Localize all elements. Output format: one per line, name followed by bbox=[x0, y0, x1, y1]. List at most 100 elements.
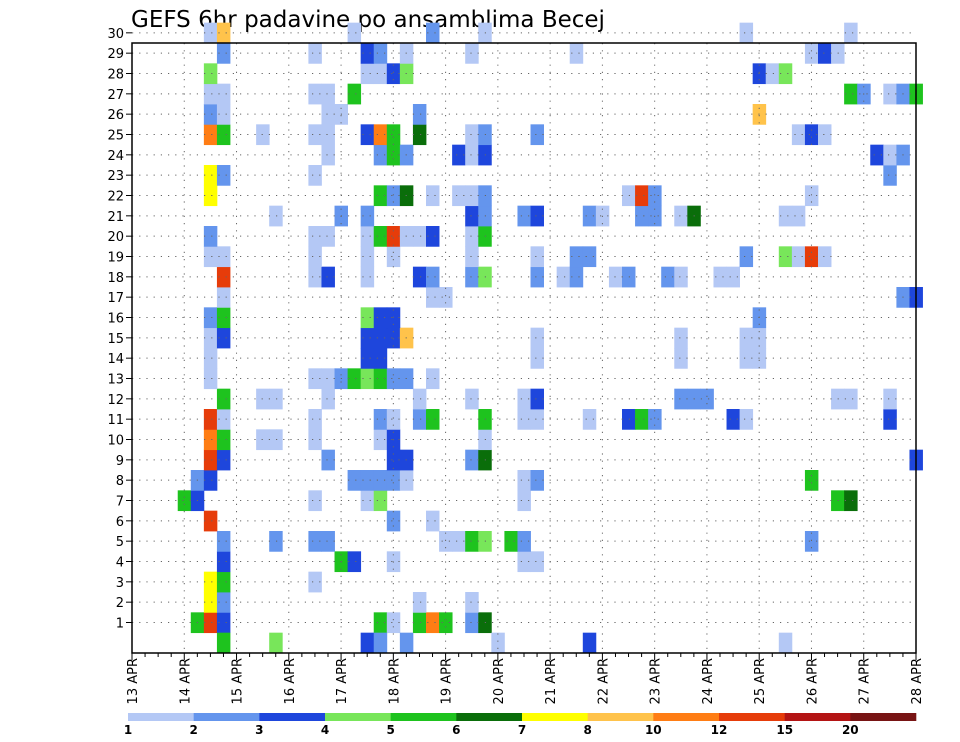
heatmap-cell bbox=[203, 510, 218, 532]
x-tick-label: 27 APR bbox=[858, 658, 873, 704]
heatmap-cell bbox=[517, 409, 531, 430]
heatmap-cell bbox=[203, 22, 218, 44]
heatmap-cell bbox=[216, 327, 231, 349]
heatmap-cell bbox=[216, 246, 231, 268]
x-tick-label: 18 APR bbox=[387, 658, 402, 704]
y-tick-label: 30 bbox=[107, 27, 124, 42]
heatmap-cell bbox=[726, 266, 740, 288]
heatmap-cell bbox=[386, 63, 401, 85]
heatmap-cell bbox=[439, 531, 453, 552]
heatmap-cell bbox=[465, 388, 479, 410]
heatmap-cell bbox=[216, 266, 231, 288]
heatmap-cell bbox=[713, 266, 727, 288]
y-tick-label: 27 bbox=[107, 88, 124, 103]
x-tick-label: 14 APR bbox=[178, 658, 193, 704]
heatmap-cell bbox=[321, 83, 335, 105]
heatmap-cell bbox=[582, 205, 597, 227]
heatmap-cell bbox=[203, 165, 218, 186]
x-tick-label: 21 APR bbox=[544, 658, 559, 704]
colorbar-label: 20 bbox=[842, 723, 859, 737]
y-tick-label: 1 bbox=[116, 617, 124, 632]
heatmap-cell bbox=[791, 246, 806, 268]
heatmap-cell bbox=[386, 327, 401, 349]
heatmap-cell bbox=[373, 348, 388, 369]
heatmap-cell bbox=[360, 470, 375, 491]
colorbar-segment bbox=[193, 713, 260, 721]
heatmap-cell bbox=[203, 409, 218, 430]
y-tick-label: 22 bbox=[107, 190, 124, 205]
heatmap-cell bbox=[216, 449, 231, 471]
heatmap-cell bbox=[216, 124, 231, 146]
heatmap-cell bbox=[203, 246, 218, 268]
heatmap-cell bbox=[739, 348, 754, 369]
y-tick-label: 19 bbox=[107, 251, 124, 266]
y-tick-label: 21 bbox=[107, 210, 124, 225]
heatmap-cell bbox=[308, 43, 322, 64]
colorbar-segment bbox=[456, 713, 523, 721]
heatmap-cell bbox=[426, 226, 440, 247]
heatmap-cell bbox=[465, 266, 479, 288]
heatmap-cell bbox=[308, 571, 322, 593]
heatmap-cell bbox=[360, 43, 375, 64]
heatmap-cell bbox=[203, 63, 218, 85]
heatmap-cell bbox=[360, 327, 375, 349]
heatmap-cell bbox=[203, 104, 218, 125]
heatmap-cell bbox=[269, 388, 283, 410]
heatmap-cell bbox=[412, 226, 427, 247]
heatmap-cell bbox=[269, 205, 283, 227]
heatmap-cell bbox=[465, 449, 479, 471]
heatmap-cell bbox=[465, 246, 479, 268]
heatmap-cell bbox=[778, 63, 793, 85]
heatmap-cell bbox=[216, 22, 231, 44]
y-tick-label: 18 bbox=[107, 271, 124, 286]
heatmap-cell bbox=[412, 592, 427, 613]
heatmap-cell bbox=[216, 429, 231, 451]
heatmap-cell bbox=[347, 83, 362, 105]
heatmap-cell bbox=[765, 63, 780, 85]
y-tick-label: 29 bbox=[107, 47, 124, 62]
colorbar-label: 3 bbox=[255, 723, 263, 737]
heatmap-cell bbox=[465, 612, 479, 634]
heatmap-cell bbox=[347, 551, 362, 573]
heatmap-cell bbox=[530, 470, 544, 491]
heatmap-cell bbox=[308, 165, 322, 186]
heatmap-cell bbox=[216, 592, 231, 613]
heatmap-cell bbox=[517, 205, 531, 227]
heatmap-cell bbox=[412, 409, 427, 430]
heatmap-cell bbox=[426, 409, 440, 430]
heatmap-cell bbox=[844, 83, 858, 105]
heatmap-cell bbox=[726, 409, 740, 430]
heatmap-cell bbox=[778, 246, 793, 268]
heatmap-cell bbox=[386, 470, 401, 491]
x-tick-label: 23 APR bbox=[649, 658, 664, 704]
colorbar-segment bbox=[128, 713, 194, 721]
heatmap-cell bbox=[321, 144, 335, 166]
heatmap-cell bbox=[321, 388, 335, 410]
heatmap-cell bbox=[622, 185, 636, 207]
heatmap-cell bbox=[269, 429, 283, 451]
heatmap-cell bbox=[321, 124, 335, 146]
colorbar-segment bbox=[653, 713, 720, 721]
y-tick-label: 6 bbox=[116, 515, 124, 530]
heatmap-cell bbox=[203, 368, 218, 390]
heatmap-cell bbox=[373, 63, 388, 85]
heatmap-cell bbox=[203, 571, 218, 593]
x-tick-label: 20 APR bbox=[492, 658, 507, 704]
heatmap-cell bbox=[360, 205, 375, 227]
y-tick-label: 5 bbox=[116, 535, 124, 550]
heatmap-cell bbox=[426, 510, 440, 532]
colorbar-segment bbox=[522, 713, 588, 721]
colorbar-label: 6 bbox=[452, 723, 460, 737]
heatmap-cell bbox=[818, 124, 832, 146]
heatmap-cell bbox=[883, 409, 897, 430]
heatmap-cell bbox=[216, 571, 231, 593]
heatmap-cell bbox=[739, 246, 754, 268]
heatmap-cell bbox=[360, 63, 375, 85]
heatmap-cell bbox=[739, 327, 754, 349]
heatmap-cell bbox=[308, 368, 322, 390]
y-tick-label: 16 bbox=[107, 312, 124, 327]
heatmap-cell bbox=[203, 592, 218, 613]
heatmap-cell bbox=[883, 165, 897, 186]
heatmap-cell bbox=[360, 307, 375, 329]
